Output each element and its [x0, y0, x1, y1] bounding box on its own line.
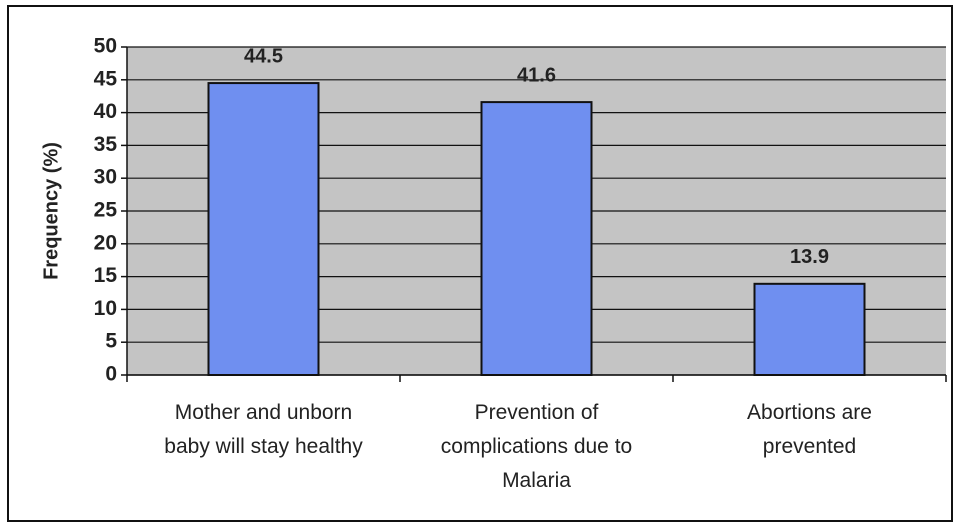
y-tick-label: 0 [105, 363, 117, 386]
data-label: 44.5 [244, 45, 283, 67]
y-tick-label: 40 [94, 100, 117, 123]
y-tick-label: 35 [94, 133, 118, 156]
y-tick-label: 20 [94, 231, 117, 254]
x-tick-label-line: prevented [763, 435, 856, 458]
y-tick-label: 50 [94, 35, 117, 58]
y-tick-label: 45 [94, 67, 118, 90]
y-tick-label: 25 [94, 199, 118, 222]
y-tick-label: 5 [105, 330, 117, 353]
bar [207, 82, 320, 377]
x-tick-label-line: Malaria [502, 469, 571, 492]
data-label: 41.6 [517, 64, 556, 86]
x-tick-label-line: Mother and unborn [175, 401, 352, 424]
x-tick-label-line: Prevention of [475, 401, 599, 424]
x-tick-label: Mother and unborn baby will stay healthy [164, 401, 363, 458]
x-tick-label: Prevention of complications due to Malaria [441, 401, 632, 492]
x-tick-label-line: Abortions are [747, 401, 872, 424]
bar [480, 101, 593, 376]
y-tick-label: 30 [94, 166, 117, 189]
x-tick-label-line: baby will stay healthy [164, 435, 363, 458]
bar [753, 282, 866, 377]
x-tick-label-line: complications due to [441, 435, 632, 458]
y-tick-label: 15 [94, 264, 118, 287]
x-tick-label: Abortions are prevented [747, 401, 872, 458]
y-tick-label: 10 [94, 297, 117, 320]
data-label: 13.9 [790, 246, 829, 268]
y-axis-label: Frequency (%) [40, 142, 62, 280]
